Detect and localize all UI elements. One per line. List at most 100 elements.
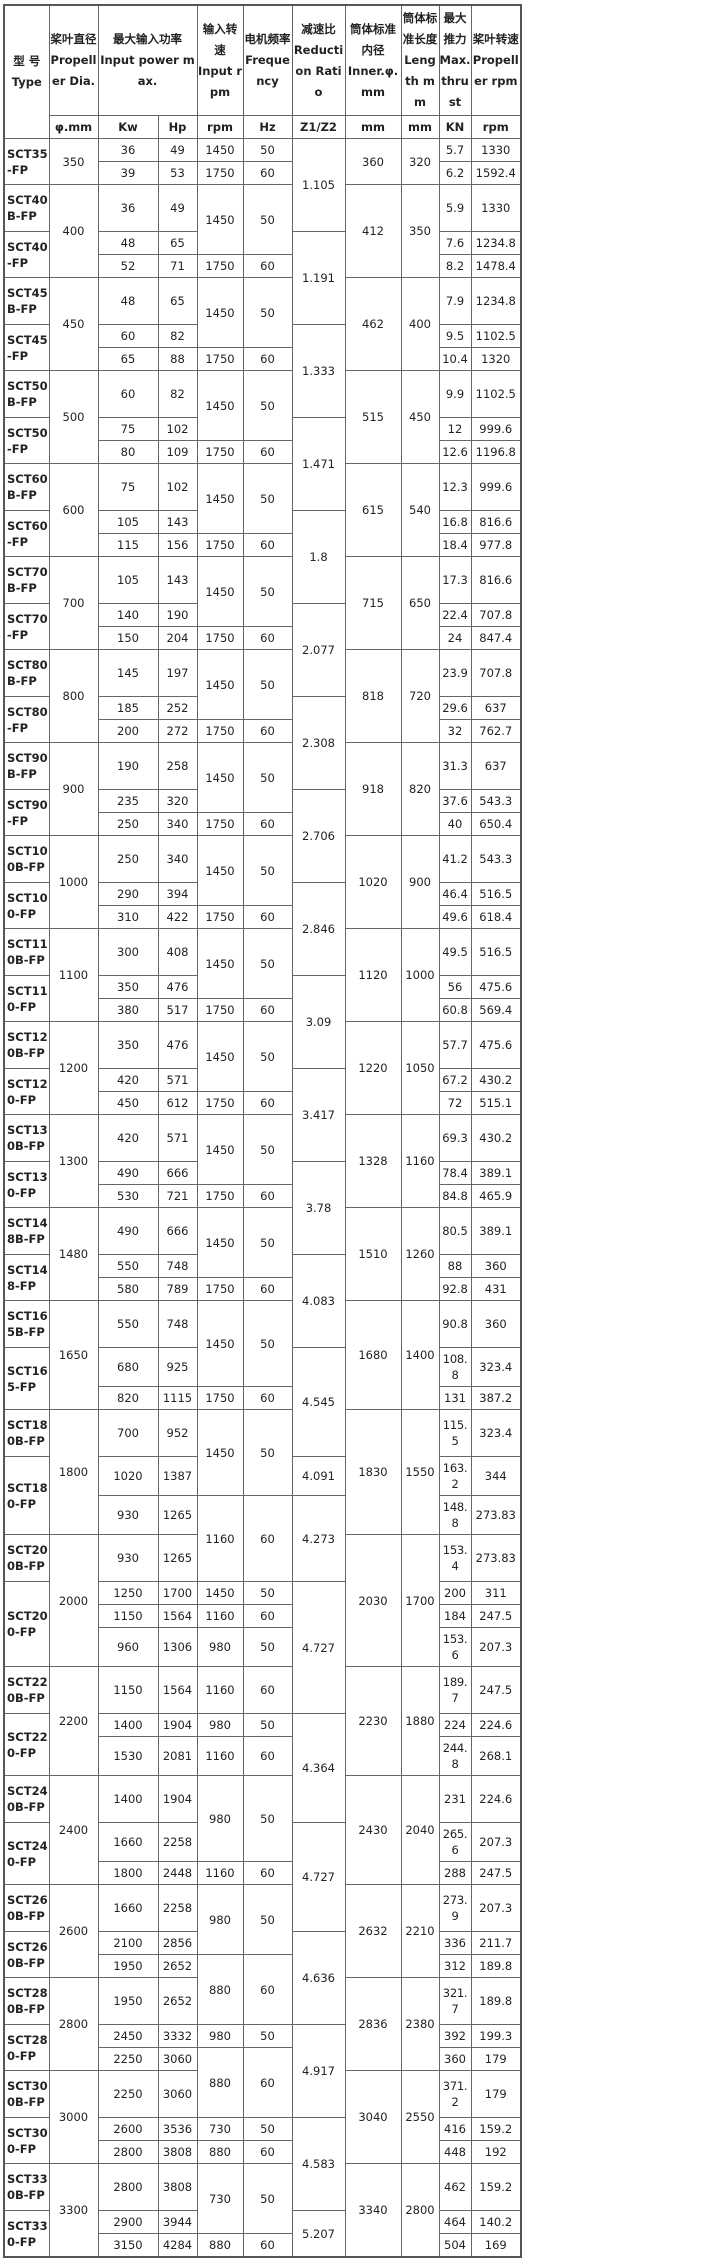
table-row: SCT260B-FP 2600 1660 2258 980 50 2632 2210 273.9… (3, 1884, 522, 1978)
cell-thrust: 9.9 (438, 370, 472, 418)
cell-kw: 185 (97, 696, 159, 720)
cell-thrust: 200 (438, 1581, 472, 1605)
cell-prpm: 707.8 (470, 649, 522, 697)
cell-thrust: 9.5 (438, 324, 472, 348)
cell-thrust: 273.9 (438, 1884, 472, 1932)
cell-type: SCT260B-FP (3, 1931, 50, 1978)
cell-hp: 4284 (157, 2233, 198, 2258)
cell-hz: 60 (242, 1666, 293, 1714)
cell-ratio: 4.273 (291, 1495, 346, 1582)
cell-thrust: 131 (438, 1386, 472, 1410)
cell-prpm: 650.4 (470, 812, 522, 836)
unit-inner: mm (344, 115, 402, 139)
cell-hp: 3808 (157, 2140, 198, 2164)
cell-hp: 666 (157, 1207, 198, 1255)
cell-hp: 2652 (157, 1954, 198, 1978)
cell-prpm: 637 (470, 696, 522, 720)
cell-kw: 550 (97, 1300, 159, 1348)
table-row: SCT50-FP 75 102 1.471 12 999.6 (3, 417, 522, 511)
cell-thrust: 8.2 (438, 254, 472, 278)
table-row: SCT110B-FP 1100 300 408 1450 50 1120 1000 49.5 51… (3, 928, 522, 1022)
cell-rpm: 1750 (196, 1184, 244, 1208)
cell-thrust: 153.4 (438, 1534, 472, 1582)
cell-kw: 300 (97, 928, 159, 976)
table-row: SCT240B-FP 2400 1400 1904 980 50 2430 2040 231 22… (3, 1775, 522, 1885)
cell-thrust: 7.9 (438, 277, 472, 325)
cell-dia: 700 (48, 556, 99, 650)
table-row: SCT110-FP 350 476 3.09 56 475.6 (3, 975, 522, 1069)
cell-prpm: 465.9 (470, 1184, 522, 1208)
cell-kw: 1250 (97, 1581, 159, 1605)
cell-type: SCT165-FP (3, 1347, 50, 1410)
header-dia: 桨叶直径 Propeller Dia. (48, 4, 99, 116)
cell-dia: 2200 (48, 1666, 99, 1776)
cell-rpm: 1750 (196, 719, 244, 743)
table-row: SCT90-FP 235 320 2.706 37.6 543.3 (3, 789, 522, 883)
cell-hp: 1904 (157, 1775, 198, 1823)
cell-hz: 60 (242, 905, 293, 929)
cell-thrust: 84.8 (438, 1184, 472, 1208)
cell-hp: 82 (157, 370, 198, 418)
cell-thrust: 108.8 (438, 1347, 472, 1387)
table-row: 250 340 1750 60 40 650.4 (4, 812, 522, 836)
cell-ratio: 4.917 (291, 2024, 346, 2118)
cell-thrust: 17.3 (438, 556, 472, 604)
cell-rpm: 1750 (196, 812, 244, 836)
table-row: SCT100-FP 290 394 2.846 46.4 516.5 (3, 882, 522, 976)
cell-hp: 143 (157, 556, 198, 604)
cell-type: SCT180B-FP (3, 1409, 50, 1457)
cell-hp: 1904 (157, 1713, 198, 1737)
cell-inner: 462 (344, 277, 402, 371)
cell-prpm: 323.4 (470, 1409, 522, 1457)
cell-hp: 3060 (157, 2047, 198, 2071)
cell-kw: 290 (97, 882, 159, 906)
cell-thrust: 46.4 (438, 882, 472, 906)
cell-thrust: 40 (438, 812, 472, 836)
cell-thrust: 148.8 (438, 1495, 472, 1535)
cell-type: SCT280-FP (3, 2024, 50, 2071)
table-row: SCT40-FP 48 65 1.191 7.6 1234.8 (3, 231, 522, 325)
cell-rpm: 1750 (196, 254, 244, 278)
cell-kw: 1150 (97, 1666, 159, 1714)
cell-thrust: 67.2 (438, 1068, 472, 1092)
cell-hp: 143 (157, 510, 198, 534)
table-row: SCT220B-FP 2200 1150 1564 1160 60 2230 1880 189.… (3, 1666, 522, 1776)
cell-prpm: 189.8 (470, 1977, 522, 2025)
cell-kw: 960 (97, 1627, 159, 1667)
cell-thrust: 5.9 (438, 184, 472, 232)
cell-hp: 3536 (157, 2117, 198, 2141)
cell-rpm: 1450 (196, 928, 244, 999)
cell-length: 1000 (400, 928, 440, 1022)
cell-kw: 80 (97, 440, 159, 464)
cell-prpm: 247.5 (470, 1604, 522, 1628)
header-row: 型 号 Type 桨叶直径 Propeller Dia. 最大输入功率 Input p… (3, 4, 522, 139)
cell-inner: 1680 (344, 1300, 402, 1410)
cell-kw: 2250 (97, 2047, 159, 2071)
cell-hz: 50 (242, 1021, 293, 1092)
cell-prpm: 569.4 (470, 998, 522, 1022)
cell-hp: 2081 (157, 1736, 198, 1776)
cell-prpm: 247.5 (470, 1861, 522, 1885)
cell-dia: 350 (48, 138, 99, 185)
cell-kw: 105 (97, 556, 159, 604)
cell-kw: 1150 (97, 1604, 159, 1628)
cell-kw: 2900 (97, 2210, 159, 2234)
cell-inner: 3340 (344, 2163, 402, 2258)
cell-thrust: 224 (438, 1713, 472, 1737)
cell-thrust: 392 (438, 2024, 472, 2048)
cell-hp: 3060 (157, 2070, 198, 2118)
unit-rpm: rpm (196, 115, 244, 139)
cell-prpm: 179 (470, 2047, 522, 2071)
cell-hp: 204 (157, 626, 198, 650)
cell-prpm: 273.83 (470, 1534, 522, 1582)
cell-hp: 156 (157, 533, 198, 557)
cell-kw: 350 (97, 975, 159, 999)
table-row: SCT90B-FP 900 190 258 1450 50 918 820 31.3 637 (3, 742, 522, 836)
cell-inner: 1120 (344, 928, 402, 1022)
cell-hp: 2652 (157, 1977, 198, 2025)
cell-thrust: 184 (438, 1604, 472, 1628)
cell-inner: 1020 (344, 835, 402, 929)
header-length: 筒体标准长度 Length mm (400, 4, 440, 116)
cell-rpm: 1450 (196, 1409, 244, 1496)
cell-prpm: 159.2 (470, 2163, 522, 2211)
